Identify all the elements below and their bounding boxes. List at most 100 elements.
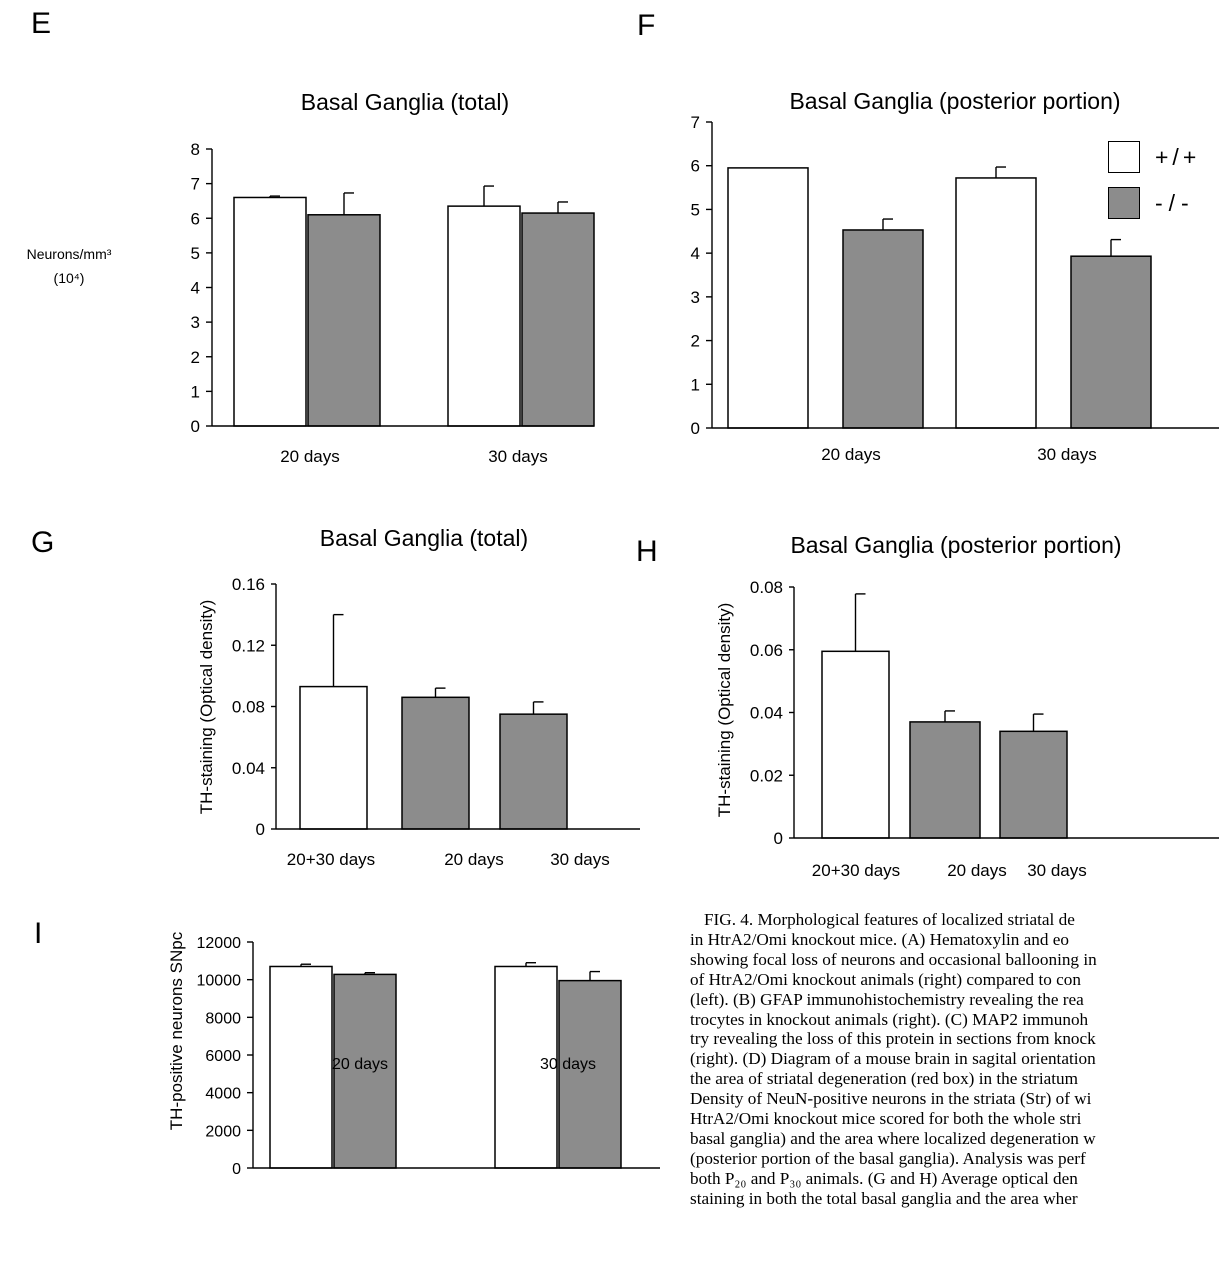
- panel-letter-h: H: [636, 535, 658, 568]
- chart-f-ytick-label: 3: [691, 288, 700, 307]
- caption-line: try revealing the loss of this protein i…: [690, 1029, 1096, 1049]
- chart-h-ytick-label: 0.08: [750, 578, 783, 597]
- caption-line: (left). (B) GFAP immunohistochemistry re…: [690, 989, 1084, 1009]
- chart-e: Basal Ganglia (total) 20 days 30 days 0 1 2 3 4…: [191, 89, 595, 466]
- chart-g-bar: [499, 713, 568, 830]
- chart-e-bar: [521, 212, 595, 427]
- chart-e-xtick-label: 30 days: [488, 447, 548, 466]
- chart-e-ytick-label: 5: [191, 244, 200, 263]
- chart-i-ytick-label: 8000: [205, 1010, 241, 1027]
- chart-f-title: Basal Ganglia (posterior portion): [789, 88, 1120, 114]
- chart-g-ylabel: TH-staining (Optical density): [197, 600, 216, 814]
- chart-f-ytick-label: 7: [691, 113, 700, 132]
- chart-h-ytick-label: 0.04: [750, 704, 783, 723]
- chart-g-xtick-label: 20 days: [444, 850, 504, 869]
- chart-i-bar: [269, 965, 333, 1169]
- chart-e-ytick-label: 6: [191, 209, 200, 228]
- legend-swatch-knockout: [1108, 187, 1140, 219]
- chart-f-ytick-label: 1: [691, 375, 700, 394]
- chart-g-xtick-label: 30 days: [550, 850, 610, 869]
- chart-i-ylabel: TH-positive neurons SNpc: [167, 931, 186, 1130]
- chart-e-ytick-label: 1: [191, 382, 200, 401]
- chart-e-ylabel: Neurons/mm³ (10⁴): [4, 246, 134, 286]
- chart-i-bar: [333, 973, 397, 1169]
- caption-line: FIG. 4. Morphological features of locali…: [704, 910, 1075, 929]
- chart-h-bar: [909, 721, 981, 839]
- chart-h-ytick-label: 0.02: [750, 766, 783, 785]
- chart-f-xtick-label: 30 days: [1037, 445, 1097, 464]
- chart-f-bar: [1070, 255, 1152, 429]
- chart-i-bar: [558, 979, 622, 1169]
- chart-i-ytick-label: 2000: [205, 1123, 241, 1140]
- panel-letter-g: G: [31, 526, 55, 559]
- caption-line: (right). (D) Diagram of a mouse brain in…: [690, 1049, 1096, 1069]
- caption-line: (posterior portion of the basal ganglia)…: [690, 1148, 1086, 1168]
- chart-e-bar: [447, 205, 521, 427]
- chart-f-bar: [955, 177, 1037, 429]
- caption-line: of HtrA2/Omi knockout animals (right) co…: [690, 969, 1081, 989]
- chart-h-ylabel: TH-staining (Optical density): [715, 603, 734, 817]
- caption-line: both P₂₀ and P₃₀ animals. (G and H) Aver…: [690, 1168, 1078, 1188]
- chart-e-ytick-label: 2: [191, 348, 200, 367]
- caption-line: HtrA2/Omi knockout mice scored for both …: [690, 1109, 1082, 1129]
- chart-e-xtick-label: 20 days: [280, 447, 340, 466]
- chart-g-ytick-label: 0.08: [232, 698, 265, 717]
- chart-i-ytick-label: 10000: [197, 973, 242, 990]
- chart-e-ylabel-line2: (10⁴): [53, 270, 85, 286]
- legend-swatch-wildtype: [1108, 141, 1140, 173]
- chart-i-ytick-label: 0: [232, 1161, 241, 1178]
- chart-e-ytick-label: 0: [191, 417, 200, 436]
- chart-e-ytick-label: 8: [191, 140, 200, 159]
- chart-g-ytick-label: 0.16: [232, 575, 265, 594]
- chart-e-ytick-label: 3: [191, 313, 200, 332]
- chart-f-bar: [842, 229, 924, 429]
- chart-e-bar: [307, 214, 381, 427]
- chart-e-bar: [233, 196, 307, 427]
- chart-h-bar: [821, 650, 890, 839]
- chart-i-ytick-label: 4000: [205, 1086, 241, 1103]
- chart-g-ytick-label: 0.12: [232, 636, 265, 655]
- chart-g: Basal Ganglia (total) TH-staining (Optica…: [197, 525, 640, 869]
- chart-f-ytick-label: 5: [691, 200, 700, 219]
- chart-h-xtick-label: 20 days: [947, 861, 1007, 880]
- panel-letter-f: F: [637, 9, 656, 42]
- caption-line: showing focal loss of neurons and occasi…: [690, 949, 1097, 969]
- chart-g-xtick-label: 20+30 days: [287, 850, 375, 869]
- caption-line: trocytes in knockout animals (right). (C…: [690, 1009, 1089, 1029]
- chart-e-ylabel-line1: Neurons/mm³: [26, 246, 112, 262]
- chart-e-ytick-label: 4: [191, 279, 200, 298]
- chart-i-xtick-label: 20 days: [332, 1056, 388, 1073]
- chart-f: Basal Ganglia (posterior portion) 20 days…: [691, 88, 1219, 464]
- chart-f-xtick-label: 20 days: [821, 445, 881, 464]
- chart-i-xtick-label: 30 days: [540, 1056, 596, 1073]
- panel-letter-i: I: [34, 917, 43, 950]
- caption-line: staining in both the total basal ganglia…: [690, 1188, 1078, 1208]
- chart-f-ytick-label: 6: [691, 157, 700, 176]
- caption-line: basal ganglia) and the area where locali…: [690, 1128, 1096, 1148]
- chart-g-ytick-label: 0.04: [232, 759, 265, 778]
- chart-h: Basal Ganglia (posterior portion) TH-stai…: [715, 532, 1219, 880]
- legend-item-knockout: -/-: [1108, 184, 1200, 222]
- chart-f-ytick-label: 2: [691, 332, 700, 351]
- chart-h-xtick-label: 20+30 days: [812, 861, 900, 880]
- chart-f-ytick-label: 0: [691, 419, 700, 438]
- chart-h-bar: [999, 730, 1068, 839]
- chart-e-title: Basal Ganglia (total): [301, 89, 509, 115]
- chart-h-title: Basal Ganglia (posterior portion): [790, 532, 1121, 558]
- chart-f-bar: [727, 167, 809, 429]
- chart-f-ytick-label: 4: [691, 244, 700, 263]
- figure-caption: FIG. 4. Morphological features of locali…: [690, 910, 1219, 1209]
- chart-h-ytick-label: 0: [774, 829, 783, 848]
- legend-label-knockout: -/-: [1155, 189, 1195, 216]
- chart-i-bar: [494, 965, 558, 1169]
- legend-label-wildtype: +/+: [1155, 143, 1201, 170]
- chart-i-ytick-label: 6000: [205, 1048, 241, 1065]
- chart-h-xtick-label: 30 days: [1027, 861, 1087, 880]
- chart-i-ytick-label: 12000: [197, 935, 242, 952]
- caption-line: in HtrA2/Omi knockout mice. (A) Hematoxy…: [690, 929, 1069, 949]
- chart-f-legend: +/+ -/-: [1108, 138, 1200, 222]
- chart-i: TH-positive neurons SNpc 20 days 30 days 0 2…: [167, 931, 660, 1178]
- panel-letter-e: E: [31, 7, 52, 40]
- chart-e-ytick-label: 7: [191, 175, 200, 194]
- chart-g-bar: [299, 685, 368, 830]
